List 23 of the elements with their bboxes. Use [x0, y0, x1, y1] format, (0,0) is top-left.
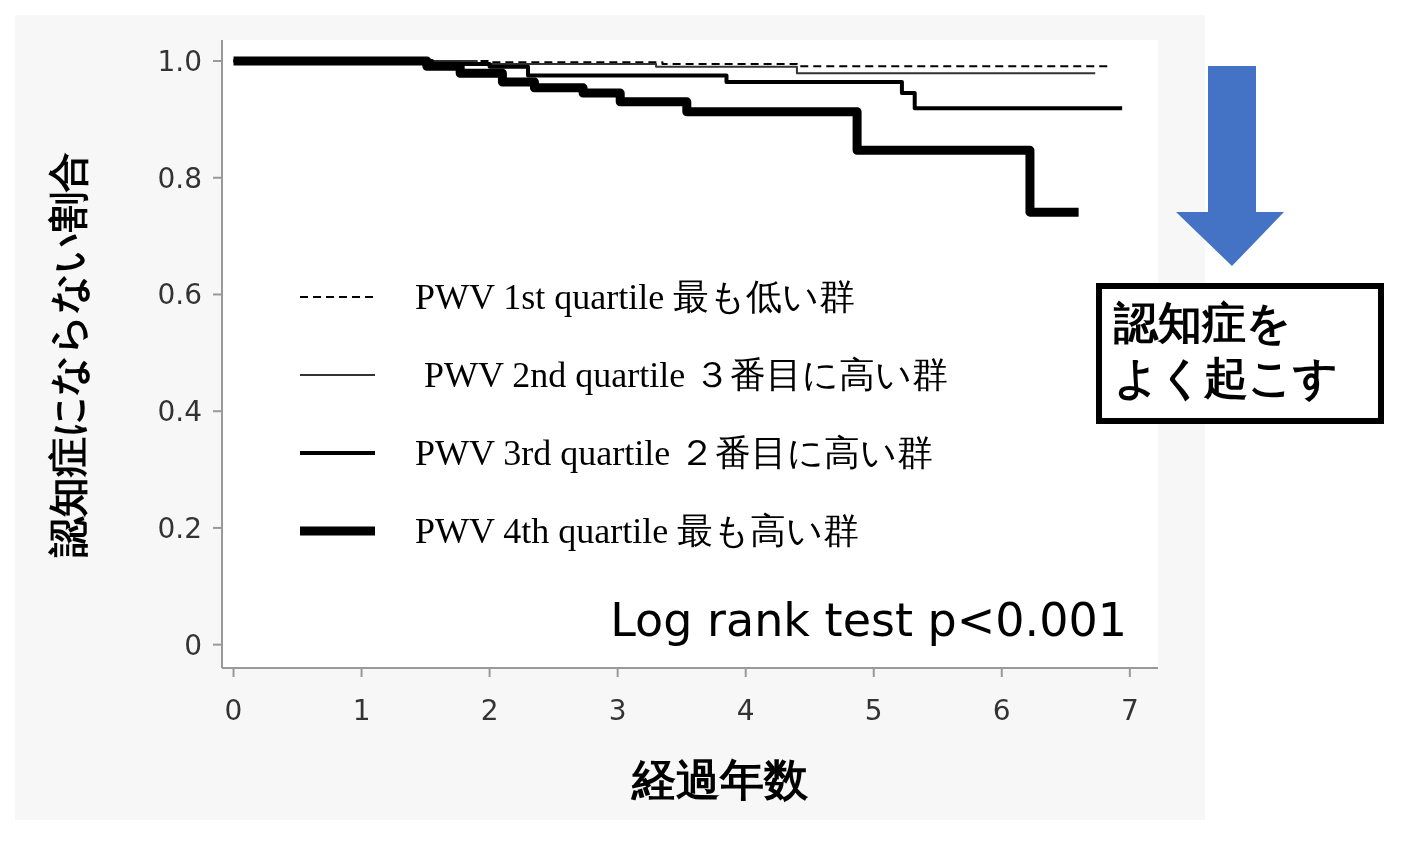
y-axis-title: 認知症にならない割合: [45, 151, 91, 558]
annotation: 認知症を: [1113, 297, 1291, 348]
y-tick-label: 0.4: [157, 395, 202, 429]
legend-label: PWV 4th quartile 最も高い群: [415, 511, 860, 551]
x-tick-label: 7: [1120, 694, 1139, 727]
x-tick-label: 2: [480, 694, 499, 727]
annotation: Log rank test p<0.001: [610, 593, 1127, 647]
x-axis-title: 経過年数: [630, 754, 809, 805]
x-tick-label: 6: [992, 694, 1011, 727]
x-tick-label: 3: [608, 694, 627, 727]
legend-label: PWV 1st quartile 最も低い群: [415, 277, 856, 317]
x-tick-label: 5: [864, 694, 883, 727]
annotation: よく起こす: [1114, 352, 1338, 403]
y-tick-label: 1.0: [157, 45, 202, 79]
y-tick-label: 0: [184, 628, 202, 662]
x-tick-label: 0: [224, 694, 243, 727]
legend-label: PWV 3rd quartile ２番目に高い群: [415, 433, 934, 473]
x-tick-label: 4: [736, 694, 755, 727]
y-tick-label: 0.8: [157, 161, 202, 195]
legend-label: PWV 2nd quartile ３番目に高い群: [415, 355, 949, 395]
y-tick-label: 0.2: [157, 511, 202, 545]
x-tick-label: 1: [352, 694, 371, 727]
y-tick-label: 0.6: [157, 278, 202, 312]
